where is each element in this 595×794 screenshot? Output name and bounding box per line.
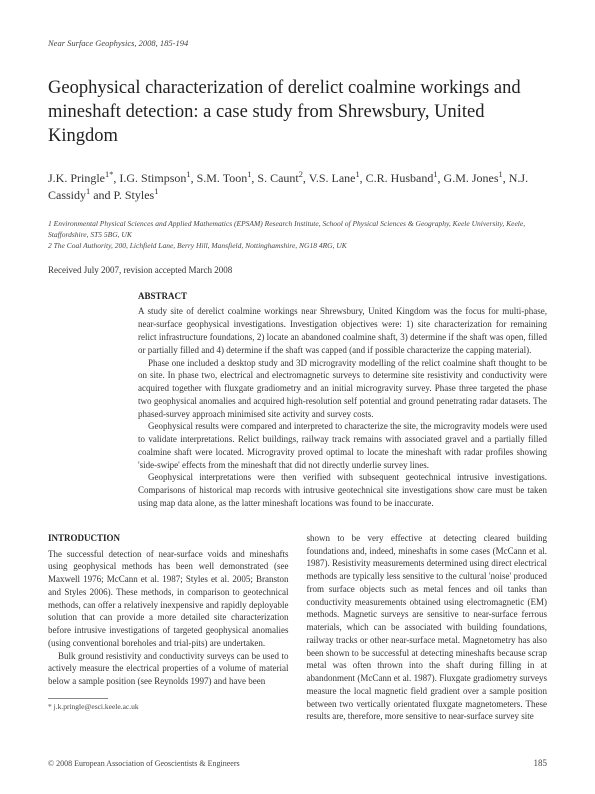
intro-left-p2: Bulk ground resistivity and conductivity… (48, 650, 289, 688)
page-footer: © 2008 European Association of Geoscient… (48, 758, 547, 768)
section-heading-introduction: INTRODUCTION (48, 532, 289, 545)
left-column: INTRODUCTION The successful detection of… (48, 532, 289, 723)
body-columns: INTRODUCTION The successful detection of… (48, 532, 547, 723)
abstract-p2: Phase one included a desktop study and 3… (138, 357, 547, 421)
copyright-text: © 2008 European Association of Geoscient… (48, 759, 240, 768)
intro-right-p1: shown to be very effective at detecting … (307, 532, 548, 723)
affiliation-2: 2 The Coal Authority, 200, Lichfield Lan… (48, 240, 547, 251)
intro-left-p1: The successful detection of near-surface… (48, 548, 289, 650)
abstract-label: ABSTRACT (138, 291, 547, 301)
abstract-text: A study site of derelict coalmine workin… (138, 305, 547, 509)
article-title: Geophysical characterization of derelict… (48, 76, 547, 148)
footnote-rule (48, 698, 108, 699)
abstract-p1: A study site of derelict coalmine workin… (138, 305, 547, 356)
abstract-block: ABSTRACT A study site of derelict coalmi… (138, 291, 547, 509)
affiliations: 1 Environmental Physical Sciences and Ap… (48, 218, 547, 252)
page-number: 185 (534, 758, 548, 768)
author-list: J.K. Pringle1*, I.G. Stimpson1, S.M. Too… (48, 170, 547, 204)
affiliation-1: 1 Environmental Physical Sciences and Ap… (48, 218, 547, 241)
abstract-p4: Geophysical interpretations were then ve… (138, 471, 547, 509)
abstract-p3: Geophysical results were compared and in… (138, 420, 547, 471)
right-column: shown to be very effective at detecting … (307, 532, 548, 723)
received-dates: Received July 2007, revision accepted Ma… (48, 265, 547, 275)
corresponding-footnote: * j.k.pringle@esci.keele.ac.uk (48, 702, 289, 713)
journal-reference: Near Surface Geophysics, 2008, 185-194 (48, 38, 547, 48)
